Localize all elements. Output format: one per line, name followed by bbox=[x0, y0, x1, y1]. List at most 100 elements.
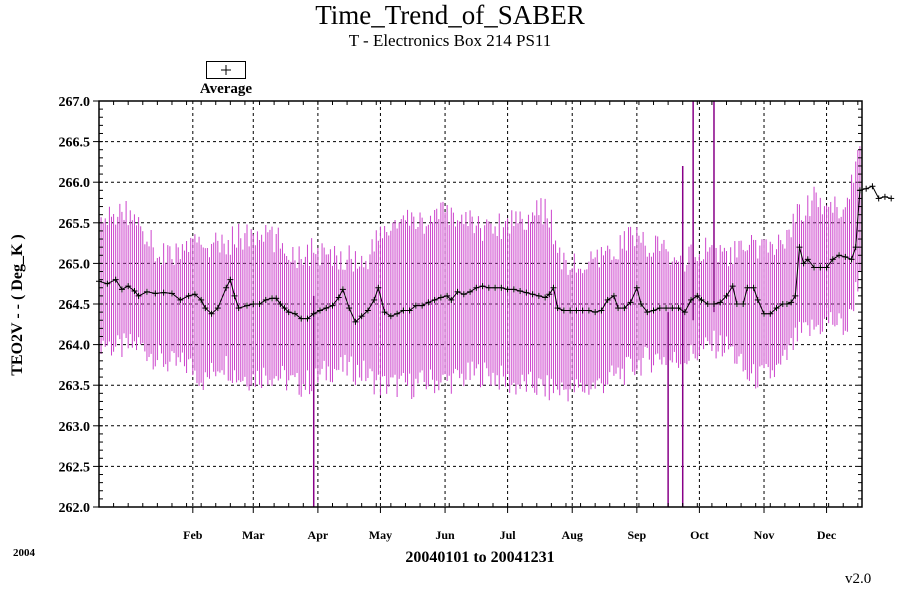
x-tick-label: Dec bbox=[817, 528, 837, 542]
version-label: v2.0 bbox=[845, 571, 872, 587]
average-point bbox=[792, 292, 799, 299]
average-point bbox=[633, 284, 640, 291]
average-point bbox=[694, 292, 701, 299]
average-point bbox=[244, 302, 251, 309]
average-point bbox=[621, 305, 628, 312]
average-point bbox=[710, 301, 717, 307]
average-point bbox=[339, 286, 346, 293]
average-point bbox=[431, 296, 438, 303]
average-point bbox=[273, 295, 280, 302]
average-point bbox=[567, 307, 574, 314]
average-point bbox=[579, 307, 586, 314]
average-point bbox=[406, 307, 413, 314]
average-point bbox=[638, 301, 645, 307]
average-point bbox=[717, 299, 724, 306]
average-point bbox=[592, 309, 599, 316]
y-tick-label: 264.5 bbox=[59, 298, 91, 313]
x-tick-label: Nov bbox=[754, 528, 775, 542]
average-point bbox=[104, 280, 111, 287]
average-point bbox=[656, 305, 663, 312]
average-point bbox=[863, 185, 870, 192]
average-point bbox=[285, 309, 292, 316]
average-point bbox=[467, 288, 474, 295]
plot-axes bbox=[93, 100, 863, 513]
average-point bbox=[118, 286, 125, 293]
average-point bbox=[381, 309, 388, 316]
average-point bbox=[804, 256, 811, 263]
average-point bbox=[688, 296, 695, 303]
average-point bbox=[761, 310, 768, 317]
average-point bbox=[704, 301, 711, 307]
average-point bbox=[448, 296, 455, 303]
average-point bbox=[485, 284, 492, 291]
average-point bbox=[444, 292, 451, 299]
average-point bbox=[298, 315, 305, 322]
average-point bbox=[888, 195, 895, 202]
y-tick-label: 265.5 bbox=[59, 217, 91, 232]
average-point bbox=[811, 264, 818, 271]
average-point bbox=[135, 292, 142, 299]
average-point bbox=[256, 301, 263, 307]
average-point bbox=[177, 296, 184, 303]
average-point bbox=[437, 294, 444, 301]
average-point bbox=[346, 305, 353, 312]
average-point bbox=[412, 302, 419, 309]
average-point bbox=[112, 276, 119, 283]
average-point bbox=[610, 292, 617, 299]
average-point bbox=[729, 283, 736, 290]
legend-plus-icon bbox=[221, 65, 231, 75]
average-point bbox=[744, 284, 751, 291]
average-point bbox=[542, 294, 549, 301]
y-tick-label: 265.0 bbox=[59, 257, 91, 272]
average-point bbox=[250, 301, 257, 307]
average-point bbox=[202, 305, 209, 312]
average-point bbox=[387, 313, 394, 320]
y-tick-label: 266.5 bbox=[59, 136, 91, 151]
average-point bbox=[817, 264, 824, 271]
average-point bbox=[523, 289, 530, 296]
average-point bbox=[316, 307, 323, 314]
x-tick-label: Sep bbox=[628, 528, 647, 542]
average-line bbox=[96, 183, 895, 325]
average-point bbox=[262, 296, 269, 303]
average-point bbox=[419, 302, 426, 309]
average-point bbox=[823, 264, 830, 271]
average-point bbox=[560, 307, 567, 314]
average-point bbox=[723, 292, 730, 299]
average-point bbox=[869, 183, 876, 190]
average-point bbox=[131, 288, 138, 295]
average-point bbox=[852, 244, 859, 251]
range-bars bbox=[98, 101, 863, 507]
average-point bbox=[143, 288, 150, 295]
average-point bbox=[152, 290, 159, 297]
x-tick-label: Feb bbox=[183, 528, 203, 542]
average-point bbox=[208, 310, 215, 317]
average-point bbox=[329, 302, 336, 309]
y-tick-label: 262.5 bbox=[59, 460, 91, 475]
average-point bbox=[754, 296, 761, 303]
year-label: 2004 bbox=[13, 547, 35, 559]
average-point bbox=[675, 305, 682, 312]
average-point bbox=[375, 284, 382, 291]
average-point bbox=[394, 310, 401, 317]
average-point bbox=[783, 301, 790, 307]
average-point bbox=[168, 290, 175, 297]
chart-title: Time_Trend_of_SABER bbox=[315, 0, 585, 30]
average-point bbox=[535, 292, 542, 299]
average-point bbox=[304, 315, 311, 322]
average-point bbox=[400, 307, 407, 314]
average-point bbox=[371, 296, 378, 303]
average-point bbox=[836, 252, 843, 259]
average-point bbox=[425, 299, 432, 306]
average-point bbox=[796, 244, 803, 251]
legend-marker-box bbox=[206, 61, 246, 79]
average-point bbox=[227, 276, 234, 283]
average-point bbox=[223, 284, 230, 291]
average-point bbox=[529, 291, 536, 298]
average-point bbox=[323, 305, 330, 312]
average-point bbox=[800, 260, 807, 267]
average-point bbox=[364, 307, 371, 314]
average-point bbox=[788, 299, 795, 306]
average-point bbox=[681, 309, 688, 316]
